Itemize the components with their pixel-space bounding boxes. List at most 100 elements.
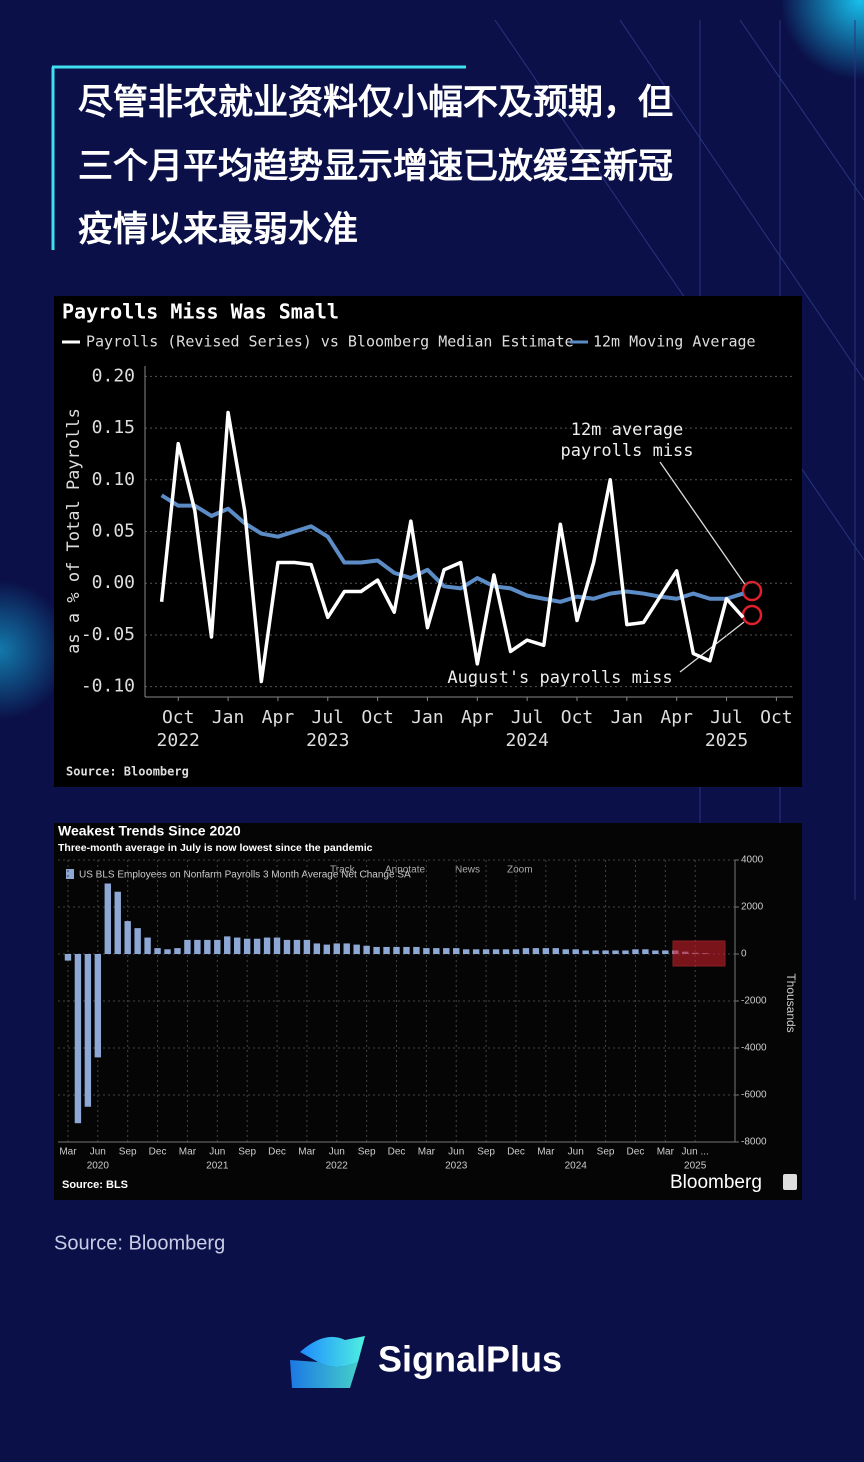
bar [323,944,331,954]
x-tick-label: Oct [561,707,594,728]
legend-label: US BLS Employees on Nonfarm Payrolls 3 M… [79,870,411,881]
annotation: payrolls miss [560,441,693,461]
y-tick-label: 2000 [741,902,764,913]
bar [194,939,201,954]
x-tick-label: Dec [507,1147,525,1158]
annotation: 12m average [571,420,684,440]
bar [423,948,430,954]
x-year-label: 2023 [445,1161,468,1172]
y-tick-label: 0.15 [92,417,135,438]
logo [290,1336,365,1388]
bar [403,946,410,954]
toolbar-button[interactable]: Zoom [507,865,533,876]
y-tick-label: -0.10 [81,676,135,697]
chart-subtitle: Three-month average in July is now lowes… [58,842,373,854]
legend-swatch [66,869,74,879]
bar [174,948,181,954]
y-tick-label: 0.20 [92,365,135,386]
bar [492,949,500,954]
bar [482,949,490,954]
brand: Bloomberg [670,1172,762,1193]
bar [134,928,141,954]
title-line: 疫情以来最弱水准 [78,210,358,250]
bar [204,939,211,954]
x-tick-label: Apr [262,707,295,728]
source: Source: BLS [62,1179,128,1191]
title-line: 三个月平均趋势显示增速已放缓至新冠 [78,147,673,187]
x-tick-label: Apr [660,707,693,728]
bar [373,946,380,954]
bar [94,954,102,1058]
x-tick-label: Oct [760,707,793,728]
x-tick-label: Jan [611,707,644,728]
bar [662,950,669,954]
x-tick-label: Oct [162,707,195,728]
chart-panel [54,823,802,1200]
y-axis-label: Thousands [784,973,798,1032]
bar [234,937,241,954]
bar [622,950,629,954]
x-year-label: 2024 [505,730,548,751]
x-tick-label: Oct [361,707,394,728]
toolbar-button[interactable]: Annotate [385,865,425,876]
bar [353,944,360,954]
toolbar-button[interactable]: Track [330,865,356,876]
x-tick-label: Jul [312,707,345,728]
x-tick-label: Jul [511,707,544,728]
x-tick-label: Dec [388,1147,406,1158]
x-tick-label: Jun [448,1147,464,1158]
bar [154,948,161,954]
bar [472,949,480,954]
y-tick-label: 4000 [741,855,764,866]
bar [512,949,520,954]
bar [164,949,171,954]
annotation: August's payrolls miss [447,668,672,688]
x-tick-label: Sep [597,1147,615,1158]
bar [84,954,92,1107]
x-tick-label: Sep [477,1147,495,1158]
bar [273,937,281,954]
bar [552,948,559,954]
plots: 0.20 0.15 0.10 0.05 0.00 -0.05 -0.10 Oct Jan Apr J… [58,365,793,1172]
x-tick-label: Mar [537,1147,555,1158]
toolbar-button[interactable]: News [455,865,480,876]
bar [253,938,261,954]
bar [124,921,131,954]
y-tick-label: -8000 [741,1137,767,1148]
bar [224,936,231,954]
bar [313,943,321,954]
y-tick-label: 0 [741,949,747,960]
glow [780,0,864,80]
bar [64,954,72,961]
bar [612,950,619,954]
x-tick-label: Mar [179,1147,197,1158]
bar [443,948,450,954]
bar [393,946,400,954]
bar [453,948,460,954]
x-year-label: 2020 [87,1161,110,1172]
x-year-label: 2025 [705,730,748,751]
bar [104,883,111,954]
bar [502,949,510,954]
bar [144,937,151,954]
x-tick-label: Mar [657,1147,675,1158]
bar [602,950,609,954]
chart-title: Weakest Trends Since 2020 [58,823,241,839]
legend-label: 12m Moving Average [593,333,756,351]
x-tick-label: Jun [90,1147,106,1158]
x-year-label: 2024 [565,1161,588,1172]
y-tick-label: 0.10 [92,469,135,490]
title-line: 尽管非农就业资料仅小幅不及预期，但 [78,83,673,123]
bar [74,954,82,1124]
bar [642,949,649,954]
bar [114,891,121,954]
bar [303,939,311,954]
bar [184,939,191,954]
bar [293,939,301,954]
footer-source: Source: Bloomberg [54,1232,225,1254]
brand-name: SignalPlus [378,1339,562,1380]
bar [592,950,599,954]
series-line [159,410,745,684]
bar [582,950,589,954]
